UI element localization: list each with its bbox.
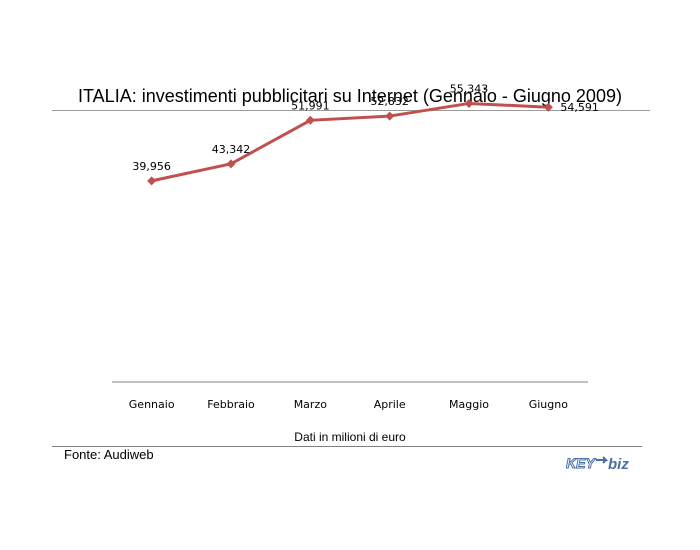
source-note: Fonte: Audiweb [64,447,154,462]
data-point-marker [226,159,236,169]
x-tick-label: Gennaio [129,398,175,411]
data-point-marker [543,102,553,112]
data-point-marker [385,111,395,121]
line-chart: 39,956 43,342 51,991 52,832 55,343 54,591 Gen… [112,82,599,411]
data-label: 43,342 [212,143,251,156]
data-point-marker [147,176,157,186]
title-divider [52,110,650,111]
x-tick-label: Febbraio [207,398,255,411]
x-tick-label: Maggio [449,398,489,411]
data-label: 55,343 [450,82,489,95]
units-note: Dati in milioni di euro [294,430,406,444]
chart-title: ITALIA: investimenti pubblicitari su Int… [78,86,622,106]
data-point-marker [305,115,315,125]
footer-divider [52,446,642,447]
series-line [151,101,549,183]
x-tick-label: Giugno [529,398,569,411]
data-label: 54,591 [560,101,599,114]
data-label: 39,956 [132,160,171,173]
data-point-marker [464,98,474,108]
data-label: 52,832 [370,95,409,108]
x-tick-label: Aprile [374,398,406,411]
svg-text:biz: biz [608,456,629,473]
x-tick-label: Marzo [294,398,328,411]
key4biz-logo: KEY biz [566,454,642,479]
data-label: 51,991 [291,99,330,112]
svg-text:KEY: KEY [566,455,596,471]
